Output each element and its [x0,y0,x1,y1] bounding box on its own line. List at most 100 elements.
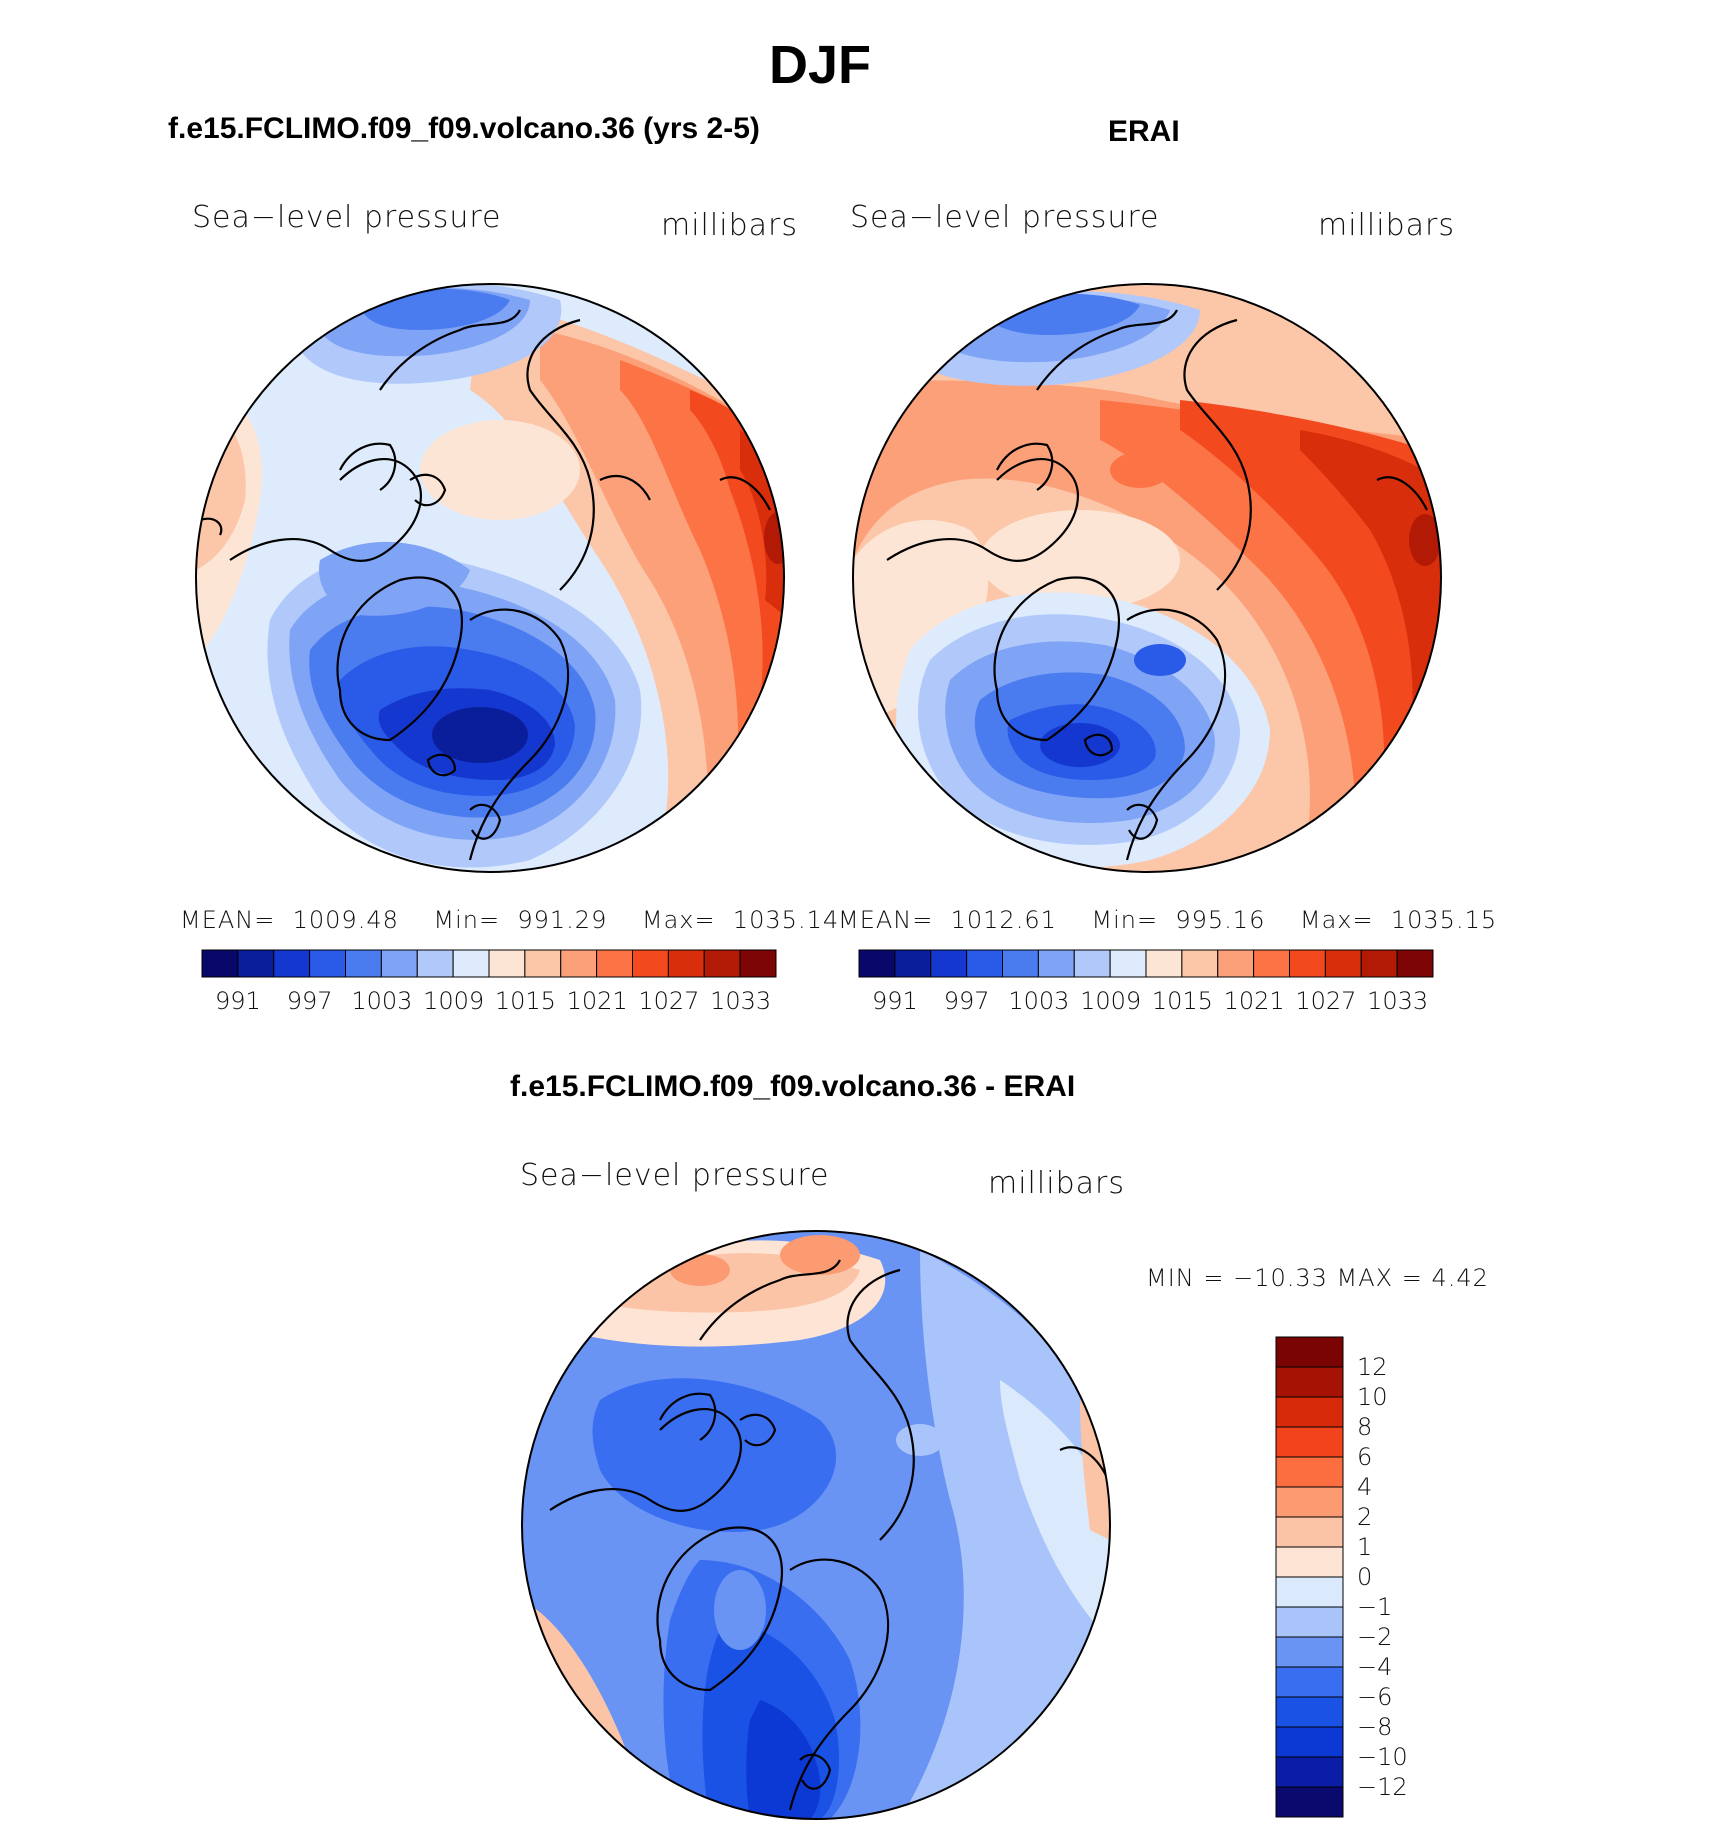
colorbar-swatch [560,949,598,978]
colorbar-tick-label: 1021 [566,987,628,1015]
panel-2-stats: MEAN= 1012.61 Min= 995.16 Max= 1035.15 [838,906,1497,934]
max-value: 1035.15 [1390,906,1498,934]
panel-1-title: f.e15.FCLIMO.f09_f09.volcano.36 (yrs 2-5… [168,112,760,145]
colorbar-tick-label: 1 [1357,1533,1373,1561]
colorbar-1 [201,949,777,978]
colorbar-swatch [1275,1486,1344,1518]
colorbar-swatch [452,949,490,978]
colorbar-swatch [1073,949,1111,978]
colorbar-swatch [1275,1456,1344,1488]
panel-1-units: millibars [661,208,798,243]
colorbar-tick-label: 1033 [1367,987,1429,1015]
coastlines-1 [199,309,771,861]
colorbar-swatch [1275,1546,1344,1578]
colorbar-tick-label: −8 [1357,1713,1393,1741]
colorbar-swatch [1002,949,1039,978]
min-label: Min= [1091,906,1159,934]
colorbar-swatch [1275,1516,1344,1548]
max-label: Max= [641,906,716,934]
colorbar-tick-label: 1015 [1151,987,1213,1015]
mean-value: 1012.61 [950,906,1057,934]
min-label: Min= [433,906,501,934]
colorbar-tick-label: 997 [943,987,990,1015]
colorbar-swatch [703,949,741,978]
colorbar-swatch [858,949,896,978]
colorbar-tick-label: 6 [1357,1443,1373,1471]
coastlines-2 [886,309,1428,861]
colorbar-swatch [1275,1756,1344,1788]
colorbar-tick-label: −10 [1357,1743,1408,1771]
colorbar-tick-label: 997 [286,987,333,1015]
colorbar-tick-label: 1027 [638,987,700,1015]
mean-label: MEAN= [838,906,934,934]
min-value: 995.16 [1175,906,1266,934]
coastlines-3 [549,1259,1110,1811]
colorbar-swatch [524,949,562,978]
colorbar-swatch [739,949,777,978]
colorbar-tick-label: 1033 [710,987,772,1015]
colorbar-tick-label: 1009 [1080,987,1142,1015]
colorbar-swatch [1037,949,1075,978]
colorbar-tick-label: 1021 [1223,987,1285,1015]
colorbar-swatch [1275,1576,1344,1608]
map-panel-1 [195,283,785,873]
colorbar-3 [1275,1336,1344,1818]
colorbar-swatch [1109,949,1147,978]
panel-3-title: f.e15.FCLIMO.f09_f09.volcano.36 - ERAI [510,1070,1076,1103]
colorbar-swatch [1275,1786,1344,1818]
colorbar-swatch [1275,1636,1344,1668]
colorbar-swatch [1289,949,1326,978]
colorbar-tick-label: −6 [1357,1683,1393,1711]
colorbar-swatch [273,949,311,978]
panel-3-variable: Sea−level pressure [520,1158,830,1193]
colorbar-swatch [237,949,275,978]
colorbar-swatch [309,949,346,978]
max-value: 1035.14 [732,906,840,934]
colorbar-tick-label: −1 [1357,1593,1393,1621]
colorbar-tick-label: 4 [1357,1473,1373,1501]
panel-3-stats: MIN = −10.33 MAX = 4.42 [1146,1264,1489,1292]
colorbar-swatch [1396,949,1434,978]
colorbar-swatch [1360,949,1398,978]
colorbar-swatch [488,949,526,978]
colorbar-tick-label: 10 [1357,1383,1388,1411]
colorbar-tick-label: 2 [1357,1503,1373,1531]
colorbar-swatch [1275,1696,1344,1728]
colorbar-tick-label: 1003 [351,987,413,1015]
colorbar-swatch [966,949,1003,978]
panel-1-stats: MEAN= 1009.48 Min= 991.29 Max= 1035.14 [180,906,839,934]
max-label: Max= [1299,906,1374,934]
colorbar-swatch [1275,1426,1344,1458]
colorbar-tick-label: −2 [1357,1623,1393,1651]
colorbar-swatch [1275,1666,1344,1698]
colorbar-swatch [632,949,669,978]
colorbar-swatch [1275,1366,1344,1398]
colorbar-tick-label: 991 [214,987,261,1015]
colorbar-swatch [930,949,968,978]
colorbar-swatch [345,949,382,978]
min-value: 991.29 [517,906,608,934]
colorbar-2 [858,949,1434,978]
colorbar-swatch [380,949,418,978]
panel-3-units: millibars [988,1166,1125,1201]
colorbar-swatch [1275,1336,1344,1368]
colorbar-swatch [1145,949,1183,978]
colorbar-tick-label: 12 [1357,1353,1388,1381]
panel-2-units: millibars [1318,208,1455,243]
colorbar-tick-label: 991 [871,987,918,1015]
colorbar-tick-label: −4 [1357,1653,1393,1681]
colorbar-swatch [1324,949,1362,978]
colorbar-swatch [1275,1726,1344,1758]
map-panel-3 [521,1230,1111,1820]
colorbar-swatch [1253,949,1290,978]
colorbar-tick-label: 1003 [1008,987,1070,1015]
panel-1-variable: Sea−level pressure [192,200,502,235]
colorbar-tick-label: −12 [1357,1773,1408,1801]
colorbar-swatch [667,949,705,978]
colorbar-swatch [596,949,633,978]
colorbar-swatch [201,949,239,978]
colorbar-swatch [894,949,932,978]
colorbar-tick-label: 1027 [1295,987,1357,1015]
colorbar-swatch [1217,949,1255,978]
panel-2-title: ERAI [1108,115,1180,148]
